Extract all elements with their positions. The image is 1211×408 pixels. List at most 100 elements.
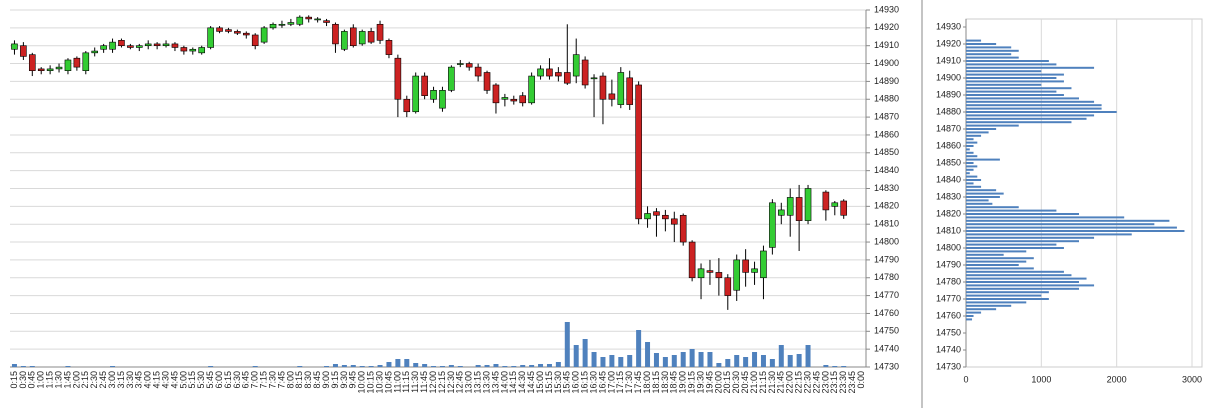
volume-bar — [769, 359, 775, 367]
candle-body — [599, 75, 607, 100]
candle-body — [314, 18, 321, 21]
x-tick-label: 3000 — [1182, 374, 1202, 384]
x-tick-label: 22:00 — [785, 371, 795, 394]
volume-bar — [431, 366, 437, 367]
candle-body — [465, 63, 473, 68]
y-tick-label: 14740 — [936, 344, 961, 354]
x-tick-label: 14:15 — [508, 371, 518, 394]
x-tick-label: 2:15 — [80, 371, 90, 389]
x-tick-label: 16:00 — [571, 371, 581, 394]
profile-bar — [966, 250, 1027, 253]
candle-body — [724, 277, 732, 296]
x-tick-label: 19:45 — [704, 371, 714, 394]
candle-body — [733, 259, 741, 291]
candle-body — [323, 20, 330, 23]
x-tick-label: 5:45 — [205, 371, 215, 389]
profile-bar — [966, 185, 982, 188]
volume-bar — [520, 365, 526, 367]
profile-bar — [966, 281, 1079, 283]
candle-body — [679, 214, 687, 243]
y-tick-label: 14850 — [936, 157, 961, 167]
profile-bar — [966, 175, 978, 178]
x-tick-label: 12:30 — [446, 371, 456, 394]
volume-bar — [341, 365, 347, 367]
x-tick-label: 23:45 — [847, 371, 857, 394]
x-tick-label: 14:45 — [526, 371, 536, 394]
x-tick-label: 15:00 — [535, 371, 545, 394]
y-tick-label: 14930 — [874, 4, 899, 14]
candle-body — [198, 47, 206, 54]
profile-bar — [966, 236, 1095, 239]
x-tick-label: 10:45 — [383, 371, 393, 394]
candle-body — [840, 200, 848, 216]
volume-bar — [680, 352, 686, 367]
y-tick-label: 14920 — [936, 38, 961, 48]
candle-body — [55, 66, 63, 70]
x-tick-label: 0:45 — [27, 371, 37, 389]
profile-bar — [966, 216, 1125, 219]
x-tick-label: 8:45 — [312, 371, 322, 389]
x-tick-label: 10:15 — [366, 371, 376, 394]
x-tick-label: 0:15 — [9, 371, 19, 389]
profile-bar — [966, 155, 978, 158]
y-tick-label: 14890 — [874, 76, 899, 86]
candle-body — [82, 52, 90, 71]
profile-bar — [966, 277, 1087, 280]
candle-body — [822, 191, 830, 211]
candle-body — [37, 68, 45, 71]
candle-body — [403, 98, 411, 113]
x-tick-label: 23:30 — [838, 371, 848, 394]
candle-body — [688, 241, 696, 279]
y-tick-label: 14800 — [936, 242, 961, 252]
profile-bar — [966, 46, 1012, 49]
volume-bar — [787, 355, 793, 367]
candle-body — [492, 84, 500, 104]
volume-bar — [448, 365, 454, 367]
profile-bar — [966, 213, 1079, 215]
y-tick-label: 14880 — [874, 94, 899, 104]
x-tick-label: 3:00 — [107, 371, 117, 389]
candle-body — [269, 23, 277, 29]
candle-body — [474, 66, 482, 77]
x-tick-label: 17:00 — [606, 371, 616, 394]
x-tick-label: 2:00 — [71, 371, 81, 389]
x-tick-label: 16:15 — [580, 371, 590, 394]
volume-bar — [110, 366, 116, 367]
volume-bar — [29, 366, 35, 367]
x-tick-label: 0 — [963, 374, 968, 384]
x-tick-label: 1000 — [1031, 374, 1051, 384]
volume-bar — [734, 355, 740, 367]
volume-bar — [324, 366, 330, 367]
candle-body — [572, 54, 580, 77]
x-tick-label: 14:00 — [499, 371, 509, 394]
candle-body — [456, 63, 464, 65]
volume-bar — [377, 365, 383, 367]
y-tick-label: 14740 — [874, 344, 899, 354]
volume-bar — [645, 342, 651, 367]
x-tick-label: 1:00 — [36, 371, 46, 389]
candle-body — [242, 32, 250, 36]
y-tick-label: 14890 — [936, 89, 961, 99]
x-tick-label: 11:45 — [419, 371, 429, 393]
x-tick-label: 22:45 — [811, 371, 821, 394]
profile-bar — [966, 301, 1027, 304]
candle-body — [73, 57, 81, 68]
x-tick-label: 7:45 — [276, 371, 286, 389]
profile-bar — [966, 63, 1057, 66]
x-tick-label: 13:15 — [473, 371, 483, 394]
volume-bar — [564, 322, 570, 367]
candle-body — [528, 75, 535, 104]
x-tick-label: 6:00 — [214, 371, 224, 389]
candle-body — [100, 45, 107, 50]
x-tick-label: 22:30 — [802, 371, 812, 394]
x-tick-label: 17:45 — [633, 371, 643, 394]
profile-bar — [966, 124, 1019, 127]
x-tick-label: 15:45 — [562, 371, 572, 394]
volume-bar — [395, 359, 401, 367]
profile-bar — [966, 311, 982, 314]
volume-bar — [662, 357, 668, 367]
volume-bar — [484, 365, 490, 367]
x-tick-label: 12:00 — [428, 371, 438, 394]
candle-body — [28, 54, 36, 71]
volume-bar — [555, 362, 561, 367]
